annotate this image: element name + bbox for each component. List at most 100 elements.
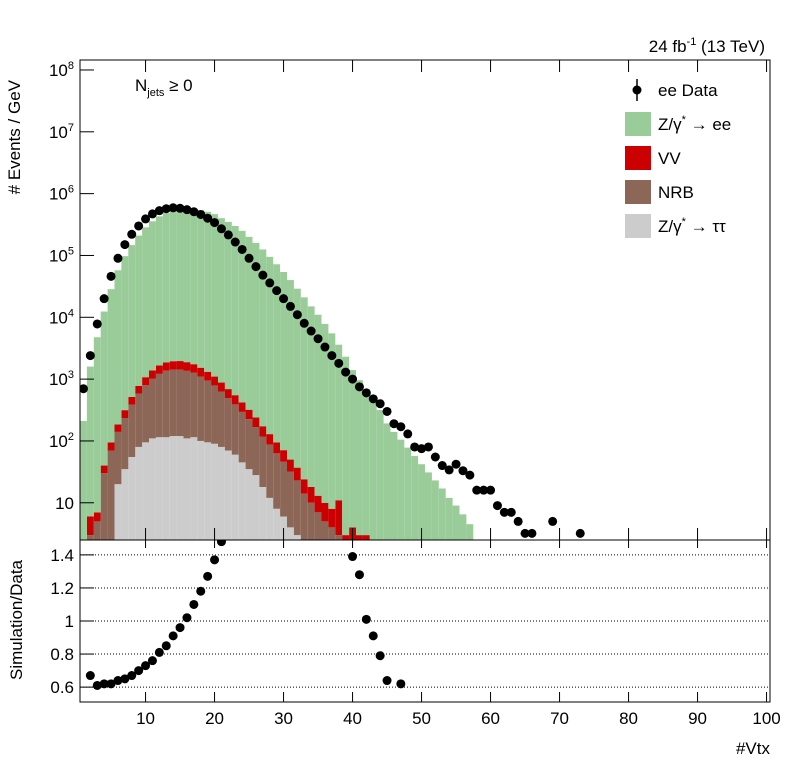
ratio-point xyxy=(216,540,226,547)
bar xyxy=(93,521,101,540)
bar xyxy=(293,467,301,481)
bar xyxy=(149,221,156,371)
bar xyxy=(266,434,274,445)
bar xyxy=(245,236,253,410)
bar xyxy=(162,437,170,540)
bar xyxy=(211,376,218,386)
bar xyxy=(438,488,446,540)
bar xyxy=(204,211,212,372)
data-point xyxy=(354,382,364,392)
data-point xyxy=(106,271,116,281)
bar xyxy=(114,270,122,425)
data-point xyxy=(306,326,316,336)
bar xyxy=(362,535,370,540)
legend-swatch xyxy=(625,146,651,170)
bar xyxy=(149,370,156,379)
bar xyxy=(342,356,350,536)
ratio-point xyxy=(85,671,95,681)
data-point xyxy=(168,203,178,213)
data-point xyxy=(368,394,378,404)
y-axis-label: # Events / GeV xyxy=(5,79,24,194)
ratio-point xyxy=(210,555,220,565)
bar xyxy=(135,446,143,540)
legend-label: ee Data xyxy=(658,81,718,100)
bar xyxy=(121,469,129,540)
bar xyxy=(307,502,315,540)
bar xyxy=(135,385,143,394)
data-point xyxy=(244,253,254,263)
bar xyxy=(176,436,184,540)
data-point xyxy=(437,461,447,471)
data-point xyxy=(396,422,406,432)
bar xyxy=(135,393,143,447)
ratio-point xyxy=(92,680,102,690)
bar xyxy=(107,442,115,451)
bar xyxy=(466,524,474,540)
bar xyxy=(218,218,225,383)
data-point xyxy=(147,209,157,219)
bar xyxy=(114,431,122,485)
bar xyxy=(259,436,267,487)
bar xyxy=(211,214,218,377)
x-tick-label: 50 xyxy=(412,709,431,728)
ratio-point xyxy=(147,656,157,666)
bar xyxy=(231,395,239,405)
bar xyxy=(183,209,191,363)
y-tick-label: 102​ xyxy=(49,431,74,451)
bar xyxy=(349,370,356,528)
ratio-point xyxy=(134,666,144,676)
ratio-point xyxy=(161,641,171,651)
bar xyxy=(135,235,143,386)
bar xyxy=(211,385,218,444)
data-point xyxy=(223,230,233,240)
x-axis-label: #Vtx xyxy=(736,739,771,758)
bar xyxy=(376,410,384,540)
bar xyxy=(307,306,315,487)
bar xyxy=(287,459,294,472)
bar xyxy=(293,535,301,540)
bar xyxy=(287,471,294,528)
ratio-point xyxy=(182,613,192,623)
bar xyxy=(190,209,198,365)
data-point xyxy=(458,466,468,476)
y-tick-label: 105​ xyxy=(49,245,74,265)
x-tick-label: 60 xyxy=(481,709,500,728)
x-tick-label: 70 xyxy=(550,709,569,728)
ratio-point xyxy=(99,679,109,689)
bar xyxy=(287,527,294,540)
bar xyxy=(162,362,170,371)
axes: 10 102​ 103​ 104​ 105​ 106​ 107​ 108​ ee Data Z/γ… xyxy=(49,59,781,728)
bar xyxy=(231,454,239,540)
bar xyxy=(390,431,398,540)
bar xyxy=(211,443,218,540)
legend-swatch xyxy=(625,112,651,136)
annotation: Njets​ ≥ 0 xyxy=(135,76,193,99)
bar xyxy=(176,369,184,437)
legend-swatch xyxy=(625,214,651,238)
data-point xyxy=(113,253,123,263)
data-point xyxy=(486,485,496,495)
data-point xyxy=(410,442,420,452)
ratio-point xyxy=(168,631,178,641)
bar xyxy=(425,472,432,540)
bar xyxy=(114,484,122,540)
ratio-point xyxy=(375,651,385,661)
data-point xyxy=(499,507,509,517)
bar xyxy=(169,361,177,370)
bar xyxy=(176,361,184,370)
bar xyxy=(204,371,212,381)
legend-swatch xyxy=(625,180,651,204)
bar xyxy=(300,493,308,540)
y-tick-label: 10 xyxy=(55,494,74,513)
data-point xyxy=(313,334,323,344)
data-point xyxy=(120,240,130,250)
bar xyxy=(252,427,260,476)
bar xyxy=(142,227,149,378)
bar xyxy=(100,473,108,540)
data-point xyxy=(513,516,523,526)
data-point xyxy=(127,229,137,239)
bar xyxy=(224,221,232,390)
data-point xyxy=(341,367,351,377)
legend-marker xyxy=(632,85,642,95)
ratio-point xyxy=(120,674,130,684)
